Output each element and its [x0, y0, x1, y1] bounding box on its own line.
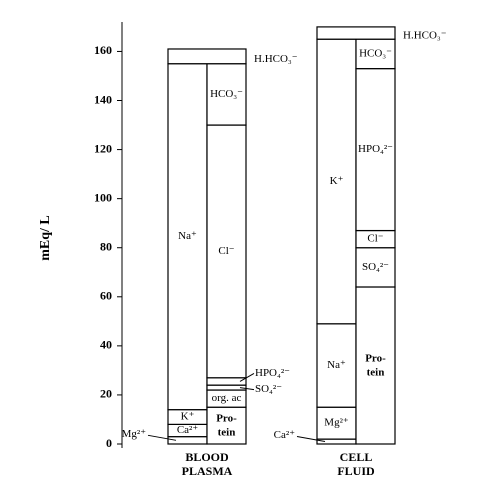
segment — [167, 63, 208, 411]
leader-line — [239, 373, 255, 382]
segment-label: Ca²⁺ — [274, 429, 296, 441]
leader-line — [239, 387, 255, 391]
segment — [355, 38, 396, 70]
segment-label: Cl⁻ — [218, 245, 234, 257]
leader-line — [296, 436, 326, 443]
segment-label: Na⁺ — [327, 359, 346, 371]
segment — [316, 406, 357, 440]
segment-label: K⁺ — [181, 411, 195, 423]
y-axis-label: mEq/ L — [38, 215, 53, 261]
segment-label: K⁺ — [330, 175, 344, 187]
segment-label: HPO₄²⁻ — [255, 367, 290, 379]
y-tick-label: 40 — [100, 338, 112, 352]
segment-label: Mg²⁺ — [122, 428, 147, 440]
segment-label: HPO₄²⁻ — [358, 143, 393, 155]
y-tick-label: 80 — [100, 239, 112, 253]
segment-label: Ca²⁺ — [177, 424, 199, 436]
segment-label: Pro-tein — [365, 352, 386, 378]
top-label: H.HCO₃⁻ — [403, 30, 447, 42]
segment-label: HCO₃⁻ — [359, 47, 392, 59]
segment-label: SO₄²⁻ — [255, 383, 282, 395]
top-segment — [167, 48, 247, 65]
leader-line — [147, 434, 177, 441]
segment-label: Na⁺ — [178, 230, 197, 242]
y-tick-label: 140 — [94, 92, 112, 106]
segment — [355, 68, 396, 232]
group-label: CELL FLUID — [337, 450, 375, 478]
top-segment — [316, 26, 396, 40]
y-tick-label: 100 — [94, 190, 112, 204]
y-tick-label: 20 — [100, 387, 112, 401]
y-tick-label: 120 — [94, 141, 112, 155]
y-tick-label: 60 — [100, 289, 112, 303]
segment-label: org. ac — [212, 392, 242, 404]
segment — [206, 406, 247, 445]
group-label: BLOOD PLASMA — [182, 450, 233, 478]
segment — [355, 247, 396, 288]
segment-label: Pro-tein — [216, 412, 237, 438]
segment-label: HCO₃⁻ — [210, 88, 243, 100]
segment — [355, 286, 396, 445]
segment-label: Mg²⁺ — [324, 417, 349, 429]
top-label: H.HCO₃⁻ — [254, 53, 298, 65]
y-tick-label: 0 — [106, 436, 112, 450]
segment — [316, 38, 357, 325]
segment-label: Cl⁻ — [367, 233, 383, 245]
segment — [206, 124, 247, 379]
segment — [206, 63, 247, 126]
segment-label: SO₄²⁻ — [362, 261, 389, 273]
y-tick-label: 160 — [94, 43, 112, 57]
